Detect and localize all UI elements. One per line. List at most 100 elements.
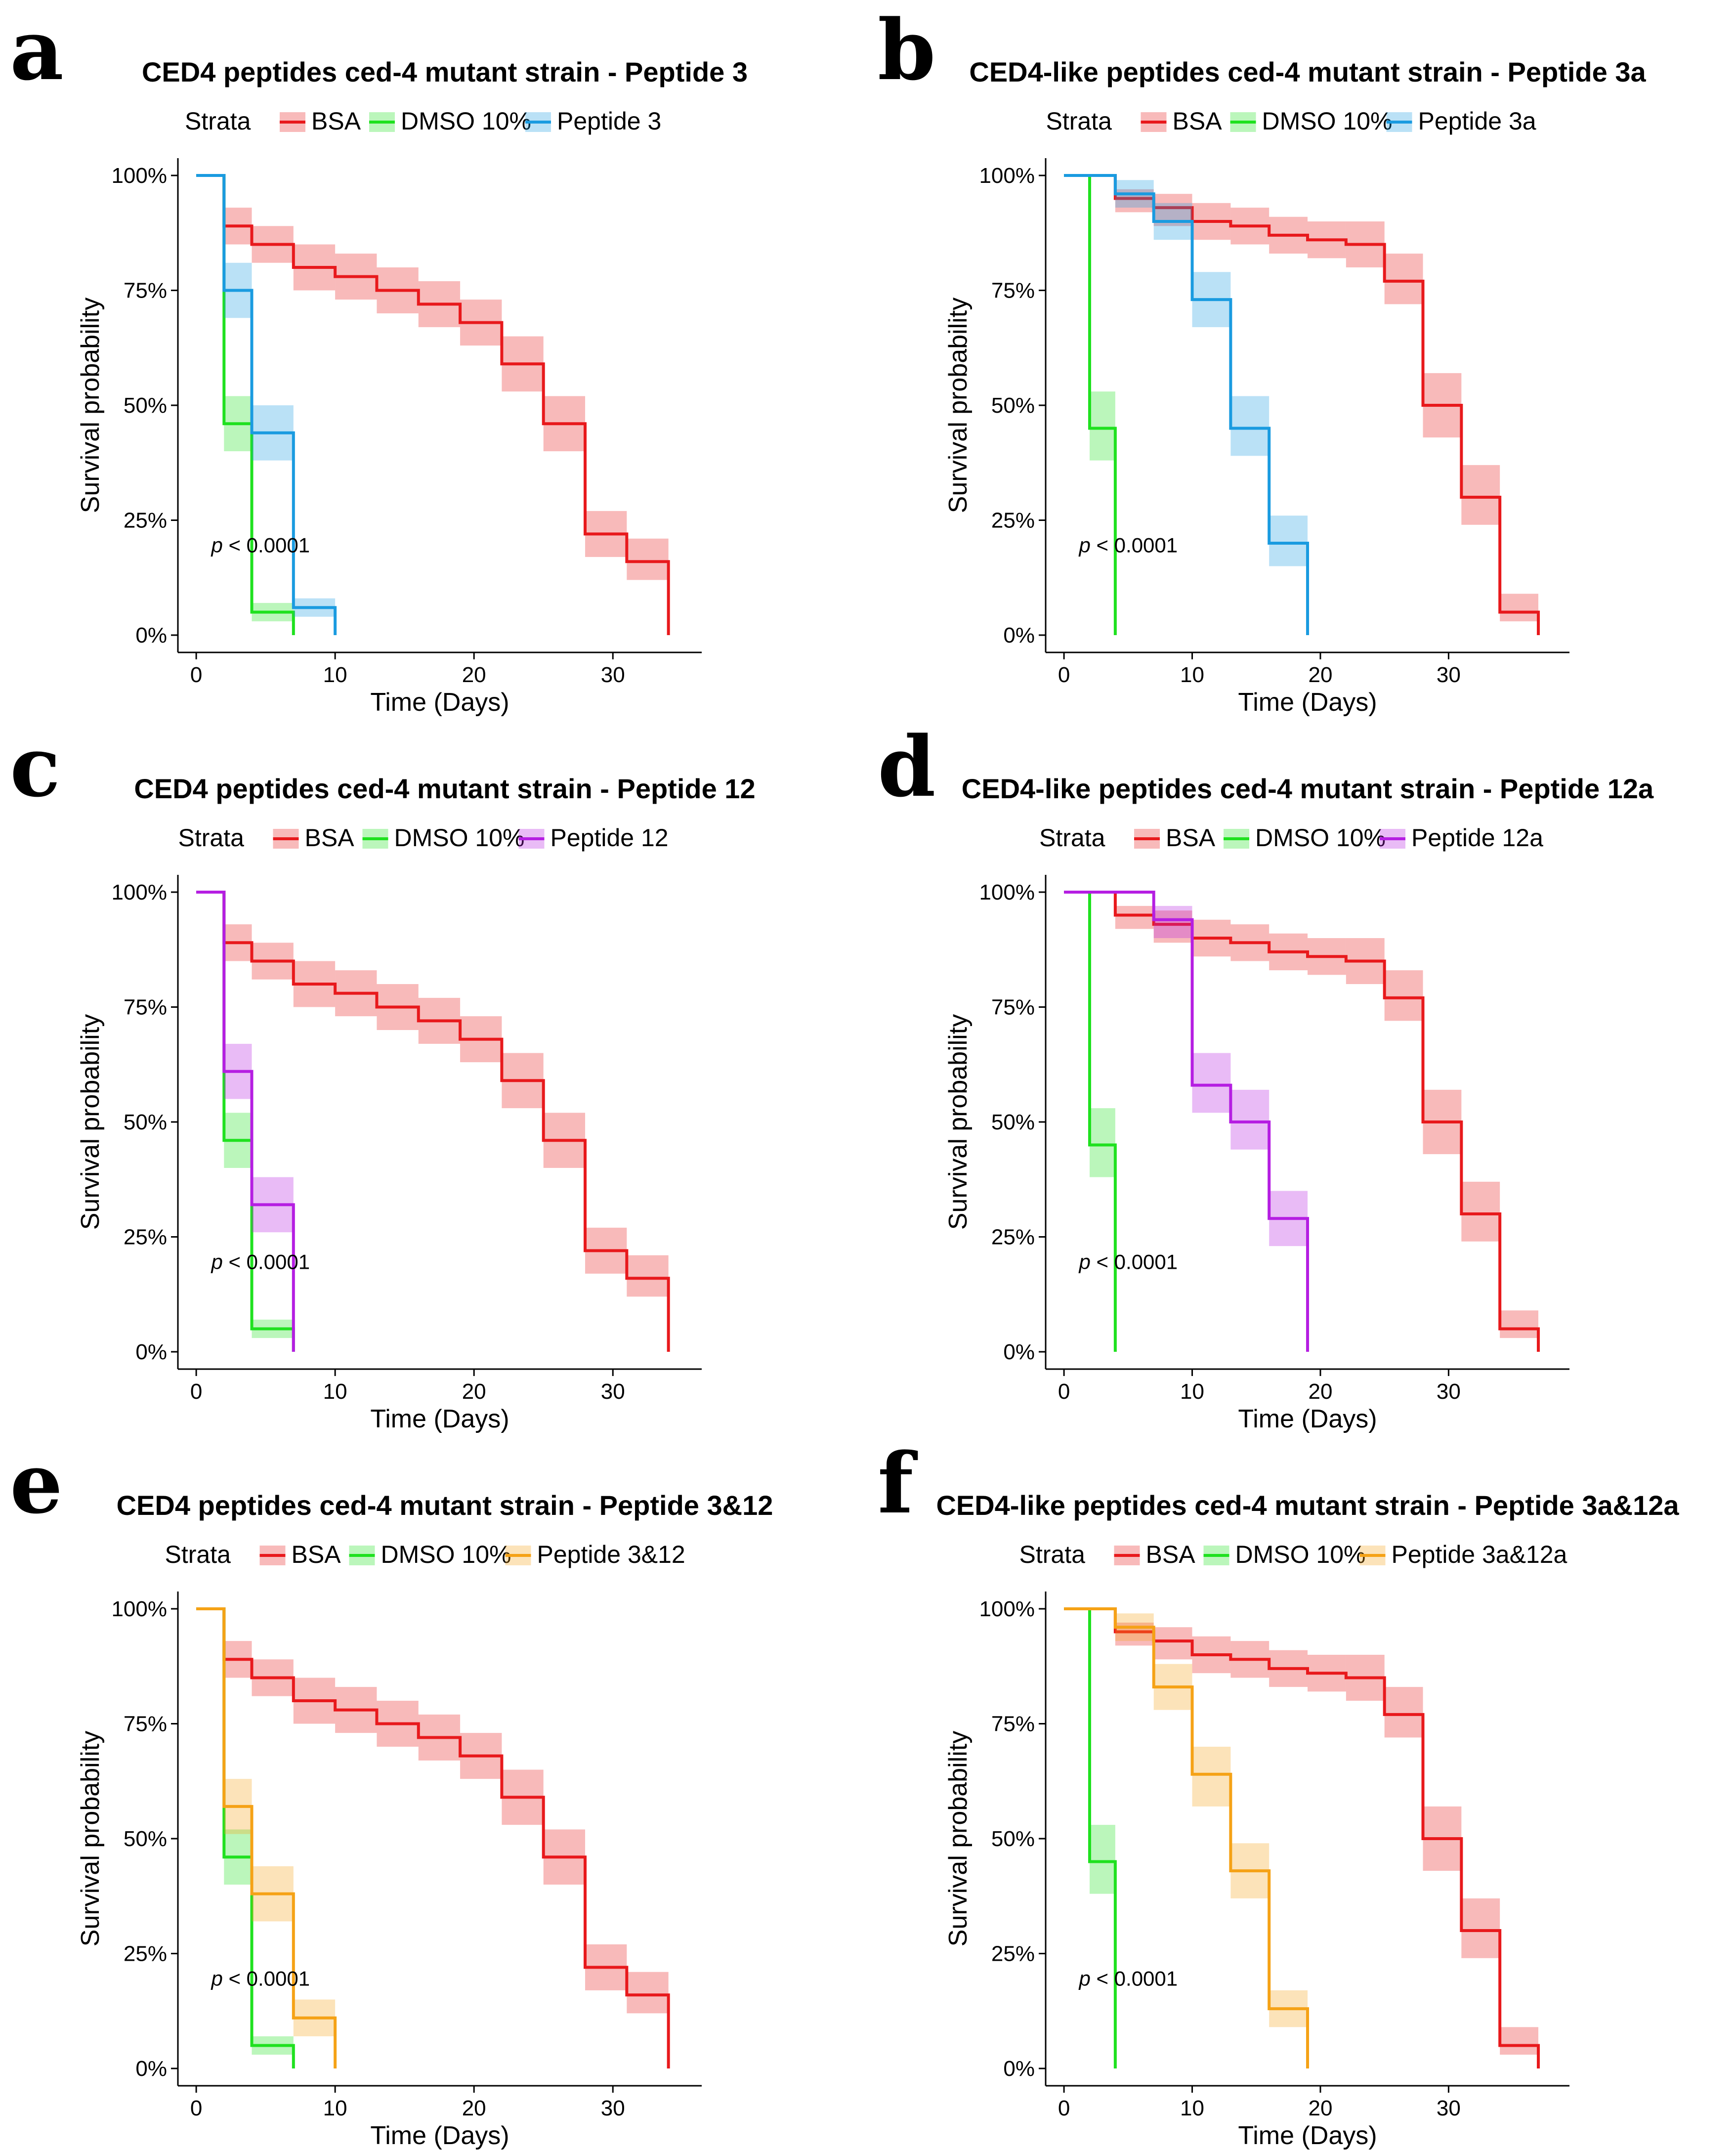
legend-label-dmso-10: DMSO 10% <box>401 107 531 135</box>
survival-chart-a: a CED4 peptides ced-4 mutant strain - Pep… <box>10 1 748 717</box>
ci-band-bsa <box>627 1972 669 2014</box>
p-value-symbol: p <box>210 534 222 557</box>
y-tick-label: 25% <box>124 509 167 533</box>
panel-c: c CED4 peptides ced-4 mutant strain - Pep… <box>0 717 868 1433</box>
survival-chart-c: c CED4 peptides ced-4 mutant strain - Pep… <box>10 718 756 1433</box>
ci-band-peptide-12a <box>1153 905 1192 938</box>
x-axis-label: Time (Days) <box>1238 2121 1377 2150</box>
series-group <box>196 174 670 635</box>
y-tick-label: 0% <box>1003 1340 1035 1364</box>
legend-title: Strata <box>165 1541 231 1568</box>
y-tick-label: 25% <box>124 1225 167 1249</box>
x-tick-label: 20 <box>1308 2096 1332 2120</box>
y-tick-label: 0% <box>135 2057 167 2081</box>
panel-letter: e <box>10 1434 63 1532</box>
x-tick-label: 30 <box>1437 1379 1461 1404</box>
x-tick-label: 20 <box>462 2096 486 2120</box>
x-tick-label: 10 <box>1180 1379 1204 1404</box>
y-tick-label: 100% <box>111 1597 167 1621</box>
x-axis-label: Time (Days) <box>1238 688 1377 717</box>
y-axis-label: Survival probability <box>944 1014 973 1230</box>
x-tick-label: 0 <box>190 1379 202 1404</box>
legend-label-dmso-10: DMSO 10% <box>381 1541 511 1568</box>
legend-title: Strata <box>178 824 245 852</box>
legend-label-bsa: BSA <box>1166 824 1216 852</box>
y-tick-label: 100% <box>979 880 1035 904</box>
panel-f: f CED4-like peptides ced-4 mutant strain … <box>868 1433 1736 2152</box>
x-tick-label: 0 <box>1058 663 1070 687</box>
y-axis-label: Survival probability <box>76 1014 105 1230</box>
legend-label-peptide-12: Peptide 12 <box>550 824 669 852</box>
y-tick-label: 75% <box>991 1712 1035 1736</box>
legend: Strata BSA DMSO 10% Peptide 12 <box>178 824 669 852</box>
x-tick-label: 30 <box>1437 663 1461 687</box>
x-tick-label: 10 <box>1180 663 1204 687</box>
y-tick-label: 50% <box>991 1110 1035 1134</box>
panel-letter: c <box>10 718 60 816</box>
panel-e: e CED4 peptides ced-4 mutant strain - Pep… <box>0 1433 868 2152</box>
series-group <box>196 891 670 1352</box>
p-value-symbol: p <box>1078 1250 1090 1274</box>
y-tick-label: 100% <box>979 164 1035 188</box>
ci-band-bsa <box>1384 970 1423 1021</box>
ci-band-peptide-3a <box>1230 396 1270 456</box>
x-tick-label: 20 <box>462 1379 486 1404</box>
ci-band-bsa <box>627 538 669 580</box>
survival-chart-b: b CED4-like peptides ced-4 mutant strain … <box>878 1 1646 717</box>
p-value-annotation: p < 0.0001 <box>210 1967 310 1990</box>
legend: Strata BSA DMSO 10% Peptide 3&12 <box>165 1541 685 1568</box>
y-tick-label: 25% <box>124 1942 167 1966</box>
x-tick-label: 0 <box>190 2096 202 2120</box>
p-value-text: < 0.0001 <box>1091 534 1178 557</box>
survival-line-peptide-3-12 <box>196 1607 337 2068</box>
ci-band-bsa <box>1500 1310 1538 1338</box>
survival-line-bsa <box>196 891 670 1352</box>
p-value-symbol: p <box>1078 1967 1090 1990</box>
x-axis-label: Time (Days) <box>370 2121 509 2150</box>
p-value-annotation: p < 0.0001 <box>210 534 310 557</box>
p-value-annotation: p < 0.0001 <box>210 1250 310 1274</box>
ci-band-peptide-3a <box>1269 516 1308 566</box>
survival-chart-f: f CED4-like peptides ced-4 mutant strain … <box>878 1434 1679 2150</box>
legend-label-peptide-3a-12a: Peptide 3a&12a <box>1392 1541 1567 1568</box>
panel-a: a CED4 peptides ced-4 mutant strain - Pep… <box>0 0 868 717</box>
ci-band-peptide-3a-12a <box>1192 1747 1231 1807</box>
y-tick-label: 25% <box>991 1942 1035 1966</box>
legend-label-dmso-10: DMSO 10% <box>1255 824 1386 852</box>
y-axis-label: Survival probability <box>76 1731 105 1946</box>
y-tick-label: 75% <box>124 279 167 303</box>
ci-band-peptide-12a <box>1192 1053 1231 1113</box>
x-tick-label: 10 <box>323 2096 347 2120</box>
x-tick-label: 10 <box>323 1379 347 1404</box>
y-tick-label: 50% <box>991 1827 1035 1851</box>
x-tick-label: 10 <box>1180 2096 1204 2120</box>
ci-band-bsa <box>1500 594 1538 622</box>
ci-band-dmso-10 <box>1089 1825 1115 1894</box>
legend-label-bsa: BSA <box>305 824 355 852</box>
legend: Strata BSA DMSO 10% Peptide 3a <box>1046 107 1536 135</box>
survival-line-bsa <box>196 1607 670 2068</box>
x-tick-label: 30 <box>601 1379 625 1404</box>
legend: Strata BSA DMSO 10% Peptide 3a&12a <box>1019 1541 1567 1568</box>
x-tick-label: 20 <box>462 663 486 687</box>
legend-label-peptide-12a: Peptide 12a <box>1411 824 1543 852</box>
p-value-text: < 0.0001 <box>1091 1250 1178 1274</box>
y-axis-label: Survival probability <box>944 298 973 513</box>
y-tick-label: 50% <box>124 1110 167 1134</box>
y-tick-label: 50% <box>124 1827 167 1851</box>
chart-title: CED4 peptides ced-4 mutant strain - Pept… <box>142 56 748 87</box>
x-tick-label: 20 <box>1308 663 1332 687</box>
p-value-text: < 0.0001 <box>223 1250 310 1274</box>
ci-band-bsa <box>1500 2027 1538 2055</box>
series-group <box>1064 891 1540 1352</box>
chart-title: CED4 peptides ced-4 mutant strain - Pept… <box>117 1490 773 1521</box>
legend-label-peptide-3-12: Peptide 3&12 <box>537 1541 685 1568</box>
x-tick-label: 0 <box>190 663 202 687</box>
ci-band-dmso-10 <box>1089 391 1115 461</box>
panel-letter: a <box>10 1 64 99</box>
x-axis-label: Time (Days) <box>370 1405 509 1433</box>
legend-title: Strata <box>1019 1541 1086 1568</box>
series-group <box>196 1607 670 2068</box>
survival-line-peptide-12 <box>196 891 295 1352</box>
legend: Strata BSA DMSO 10% Peptide 12a <box>1039 824 1543 852</box>
